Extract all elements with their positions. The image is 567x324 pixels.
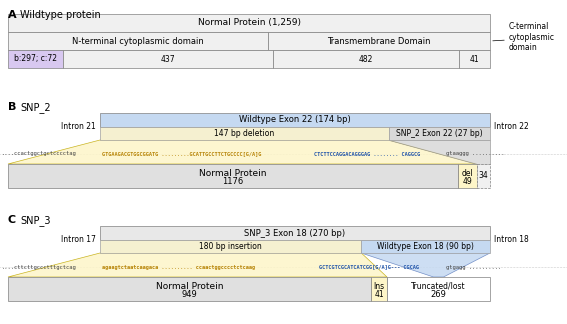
Text: Transmembrane Domain: Transmembrane Domain bbox=[327, 37, 431, 45]
Bar bbox=[100, 113, 490, 127]
Text: 147 bp deletion: 147 bp deletion bbox=[214, 129, 274, 138]
Text: 180 bp insertion: 180 bp insertion bbox=[199, 242, 262, 251]
Text: Intron 18: Intron 18 bbox=[494, 235, 529, 244]
Text: SNP_2 Exon 22 (27 bp): SNP_2 Exon 22 (27 bp) bbox=[396, 129, 483, 138]
Text: 482: 482 bbox=[359, 54, 373, 64]
Polygon shape bbox=[8, 140, 477, 164]
Text: Intron 21: Intron 21 bbox=[61, 122, 96, 131]
Text: 49: 49 bbox=[463, 177, 472, 186]
Bar bbox=[477, 164, 490, 188]
Text: 34: 34 bbox=[479, 171, 488, 180]
Bar bbox=[100, 127, 388, 140]
Text: 41: 41 bbox=[374, 290, 384, 299]
Bar bbox=[100, 226, 490, 240]
Bar bbox=[388, 127, 490, 140]
Bar bbox=[100, 240, 361, 253]
Bar bbox=[8, 164, 458, 188]
Bar bbox=[458, 164, 477, 188]
Bar bbox=[8, 14, 490, 32]
Text: 41: 41 bbox=[469, 54, 479, 64]
Text: SNP_3 Exon 18 (270 bp): SNP_3 Exon 18 (270 bp) bbox=[244, 228, 345, 237]
Bar bbox=[361, 240, 490, 253]
Bar bbox=[459, 50, 490, 68]
Bar bbox=[64, 50, 273, 68]
Polygon shape bbox=[8, 253, 387, 277]
Text: agaagtctaatcaagaca .......... ccaactggcccctctcaag: agaagtctaatcaagaca .......... ccaactggcc… bbox=[102, 264, 255, 270]
Text: Intron 17: Intron 17 bbox=[61, 235, 96, 244]
Polygon shape bbox=[361, 253, 490, 277]
Text: ....cttcttgccctttgctcag: ....cttcttgccctttgctcag bbox=[2, 264, 77, 270]
Text: C-terminal
cytoplasmic
domain: C-terminal cytoplasmic domain bbox=[509, 22, 555, 52]
Bar bbox=[8, 32, 268, 50]
Text: B: B bbox=[8, 102, 16, 112]
Text: SNP_2: SNP_2 bbox=[20, 102, 50, 113]
Bar bbox=[387, 277, 490, 301]
Bar bbox=[371, 277, 387, 301]
Polygon shape bbox=[388, 140, 490, 164]
Text: Normal Protein: Normal Protein bbox=[156, 282, 223, 291]
Text: Normal Protein: Normal Protein bbox=[200, 168, 267, 178]
Text: SNP_3: SNP_3 bbox=[20, 215, 50, 226]
Bar bbox=[8, 277, 371, 301]
Text: N-terminal cytoplasmic domain: N-terminal cytoplasmic domain bbox=[72, 37, 204, 45]
Text: CTCTTCCAGGACAGGGAG ........ CAGGCG: CTCTTCCAGGACAGGGAG ........ CAGGCG bbox=[314, 152, 420, 156]
Text: b:297; c:72: b:297; c:72 bbox=[14, 54, 57, 64]
Text: Wildtype Exon 18 (90 bp): Wildtype Exon 18 (90 bp) bbox=[377, 242, 474, 251]
Text: Ins: Ins bbox=[374, 282, 385, 291]
Text: GCTCGTCGCATCATCGG[G/A]G--- CGCAG: GCTCGTCGCATCATCGG[G/A]G--- CGCAG bbox=[319, 264, 419, 270]
Text: 1176: 1176 bbox=[222, 177, 244, 186]
Bar bbox=[8, 50, 64, 68]
Text: 269: 269 bbox=[430, 290, 446, 299]
Bar bbox=[268, 32, 490, 50]
Text: gtaaggg ..........: gtaaggg .......... bbox=[446, 152, 505, 156]
Text: Intron 22: Intron 22 bbox=[494, 122, 529, 131]
Text: Truncated/lost: Truncated/lost bbox=[411, 282, 466, 291]
Text: GTGAAGACGTGGCGGATG .........GCATTGCCTTCTGCCCC[G/A]G: GTGAAGACGTGGCGGATG .........GCATTGCCTTCT… bbox=[102, 152, 261, 156]
Text: C: C bbox=[8, 215, 16, 225]
Text: Normal Protein (1,259): Normal Protein (1,259) bbox=[197, 18, 301, 28]
Text: A: A bbox=[8, 10, 16, 20]
Text: ....ccactggctgctcccctag: ....ccactggctgctcccctag bbox=[2, 152, 77, 156]
Text: 437: 437 bbox=[161, 54, 176, 64]
Text: del: del bbox=[462, 168, 473, 178]
Bar bbox=[273, 50, 459, 68]
Text: Wildtype Exon 22 (174 bp): Wildtype Exon 22 (174 bp) bbox=[239, 115, 351, 124]
Text: gtgagg ..........: gtgagg .......... bbox=[446, 264, 501, 270]
Text: 949: 949 bbox=[182, 290, 197, 299]
Text: Wildtype protein: Wildtype protein bbox=[20, 10, 101, 20]
